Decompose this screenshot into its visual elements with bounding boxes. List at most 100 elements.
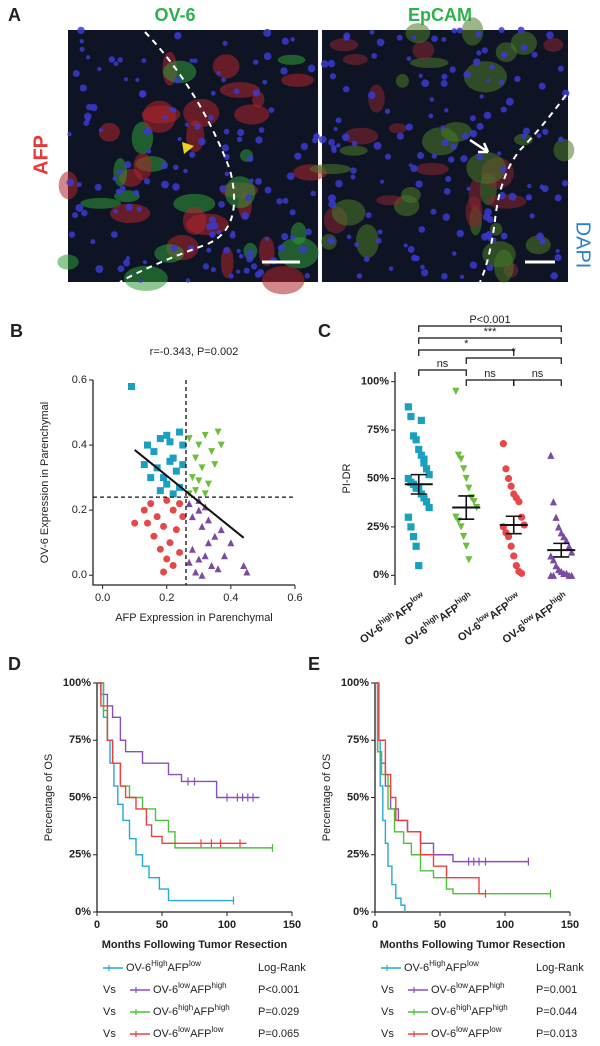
superscript: low [503,589,520,604]
nucleus [562,89,570,98]
x-tick-label: 0 [372,919,378,931]
stain [173,193,216,214]
nucleus [335,117,342,124]
point [192,568,200,576]
stain [395,74,409,88]
point [185,500,193,508]
point [457,455,465,463]
significance-bracket [465,379,515,386]
nucleus [255,136,263,144]
x-tick-label: 150 [283,919,301,931]
nucleus [183,168,188,174]
stain [309,163,352,175]
nucleus [522,127,531,135]
nucleus [98,128,103,133]
nucleus [479,94,484,99]
stain [368,84,385,113]
superscript: low [408,589,425,604]
superscript: low [456,1025,468,1034]
superscript: High [151,959,167,968]
panel-label: A [8,5,21,25]
point [217,441,225,449]
y-tick-label: 75% [347,734,369,746]
x-tick-label: 0.4 [223,592,238,604]
nucleus [294,152,302,160]
nucleus [469,261,478,269]
stain [329,38,359,52]
point [144,519,152,527]
y-axis-label: Percentage of OS [321,754,333,841]
error-bar [458,495,475,520]
nucleus [142,260,147,265]
stain [277,54,306,65]
nucleus [443,187,451,195]
nucleus [481,232,489,241]
stain [400,186,421,203]
nucleus [68,231,76,238]
stain [142,100,176,133]
nucleus [483,111,492,120]
nucleus [236,269,241,274]
point [208,448,216,456]
nucleus [341,133,350,142]
nucleus [431,35,438,43]
point [214,428,222,436]
point [549,556,558,564]
y-tick-label: 75% [69,734,91,746]
nucleus [369,29,375,35]
point [150,532,158,540]
stain [343,127,379,145]
significance-label: * [464,338,469,350]
nucleus [281,37,289,45]
label: OV-6highAFPhigh [153,1003,230,1018]
point [150,448,158,456]
panel-label: E [308,654,320,674]
nucleus [221,144,229,152]
nucleus [233,88,240,95]
y-tick-label: 0% [353,906,369,918]
nucleus [497,151,502,156]
stain [331,199,366,226]
point [172,526,180,534]
superscript: low [456,981,468,990]
point [188,513,196,521]
nucleus [77,26,85,35]
point [163,431,171,439]
nucleus [350,174,356,180]
stain [133,152,152,181]
nucleus [123,77,129,82]
stain [463,61,507,93]
nucleus [72,212,79,219]
nucleus [249,178,254,183]
point [417,416,425,425]
nucleus [442,213,451,221]
significance-bracket [418,369,467,376]
stain [220,246,234,279]
nucleus [216,70,221,76]
significance-bracket [465,357,562,364]
label-part: AFP [468,984,489,996]
nucleus [441,73,448,80]
point [404,474,412,483]
point [552,513,560,521]
stain [412,40,435,60]
survival-curve [97,682,234,902]
point [568,548,576,556]
p-value: P=0.044 [536,1006,577,1018]
point [147,500,155,508]
superscript: low [212,1025,224,1034]
nucleus [514,75,521,83]
nucleus [541,128,549,135]
nucleus [451,28,457,34]
nucleus [299,245,308,254]
y-tick-label: 100% [341,677,369,689]
nucleus [498,26,505,34]
point [160,568,168,576]
nucleus [146,148,152,154]
p-value: P=0.029 [258,1006,299,1018]
stain [212,54,240,79]
point [420,494,428,502]
nucleus [246,249,254,257]
nucleus [440,125,445,130]
significance-bracket [418,325,562,332]
